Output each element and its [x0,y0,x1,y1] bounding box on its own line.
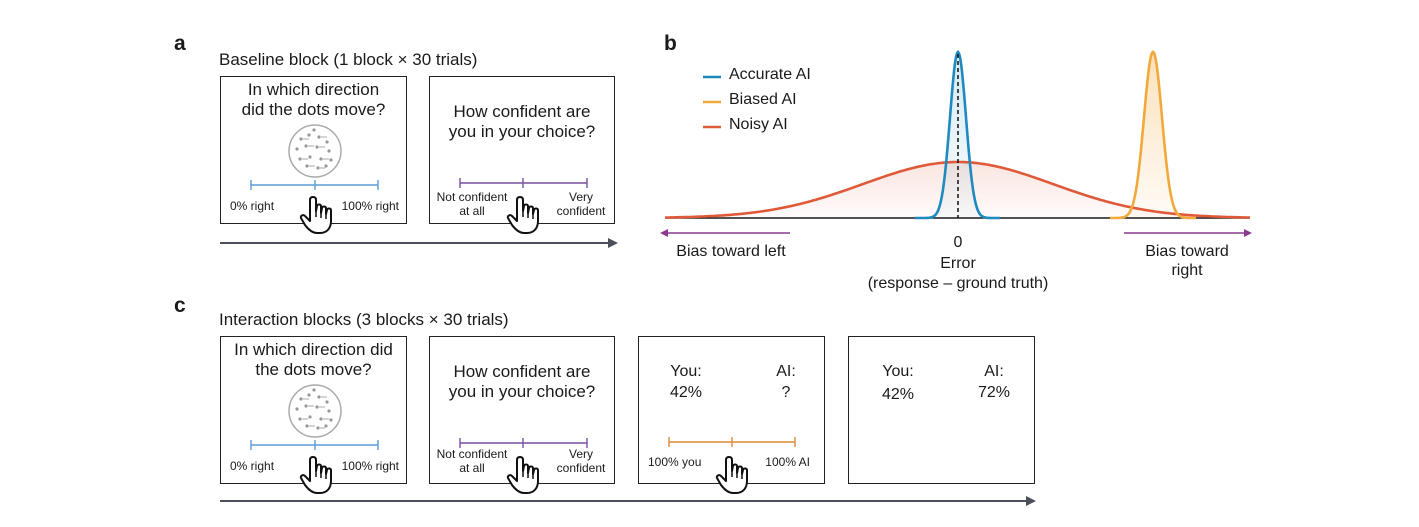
pointing-hand-icon [715,456,748,494]
bias-right-label: Bias toward right [1145,243,1229,279]
panel-a-letter: a [174,32,186,55]
biased-ai-curve [1110,50,1196,220]
legend-noisy-ai: Noisy AI [729,116,788,133]
xaxis-label: Error [940,255,976,272]
feedback-card: You: 42% AI: 72% [848,336,1035,484]
accurate-ai-curve [915,49,1000,220]
confidence-question: How confident are you in your choice? [448,362,596,401]
pointing-hand-icon [299,196,332,234]
weighting-slider[interactable] [639,432,826,452]
panel-b-letter: b [664,32,677,55]
weighting-right-label: 100% AI [765,455,810,469]
slider-right-label: 100% right [341,199,399,213]
pointing-hand-icon [506,456,539,494]
slider-right-label: 100% right [341,459,399,473]
advice-weighting-card: You: 42% AI: ? 100% you 100% AI [638,336,826,494]
you-value: 42% [669,384,703,401]
legend-accurate-ai: Accurate AI [729,66,811,83]
confidence-right-label: Very confident [556,190,606,218]
accurate-ai-area [915,52,1000,218]
ai-value: ? [781,384,791,401]
slider-left-label: 0% right [230,459,275,473]
ai-value: 72% [977,384,1011,401]
dot-patch-icon [288,124,342,178]
arrow-left-icon [660,229,790,237]
panel-c-letter: c [174,294,186,317]
confidence-left-label: Not confident at all [436,190,508,218]
error-distributions [665,49,1250,220]
baseline-block-title: Baseline block (1 block × 30 trials) [219,50,478,69]
zero-label: 0 [953,234,963,251]
you-value: 42% [881,386,915,403]
confidence-slider[interactable] [430,173,616,193]
interaction-blocks-title: Interaction blocks (3 blocks × 30 trials… [219,310,509,329]
direction-question: In which direction did the dots move? [234,340,393,379]
slider-left-label: 0% right [230,199,275,213]
legend-biased-ai: Biased AI [729,91,797,108]
direction-question-card: In which direction did the dots move? 0%… [220,76,408,234]
pointing-hand-icon [299,456,332,494]
confidence-slider[interactable] [430,433,616,453]
pointing-hand-icon [506,196,539,234]
timeline-arrow-icon [220,238,618,248]
direction-slider[interactable] [221,435,408,455]
ai-label: AI: [776,363,796,380]
you-label: You: [670,363,702,380]
biased-ai-area [1110,52,1196,218]
confidence-question-card: How confident are you in your choice? No… [429,336,616,494]
confidence-question: How confident are you in your choice? [448,102,596,141]
confidence-left-label: Not confident at all [436,447,508,475]
arrow-right-icon [1124,229,1252,237]
ai-label: AI: [984,363,1004,380]
direction-question-card: In which direction did the dots move? 0%… [220,336,408,494]
bias-left-label: Bias toward left [676,243,786,260]
dot-patch-icon [288,384,342,438]
timeline-arrow-icon [220,496,1036,506]
confidence-question-card: How confident are you in your choice? No… [429,76,616,234]
confidence-right-label: Very confident [556,447,606,475]
direction-question: In which direction did the dots move? [241,80,386,119]
you-label: You: [882,363,914,380]
weighting-left-label: 100% you [648,455,702,469]
xaxis-sublabel: (response – ground truth) [867,275,1049,292]
direction-slider[interactable] [221,175,408,195]
